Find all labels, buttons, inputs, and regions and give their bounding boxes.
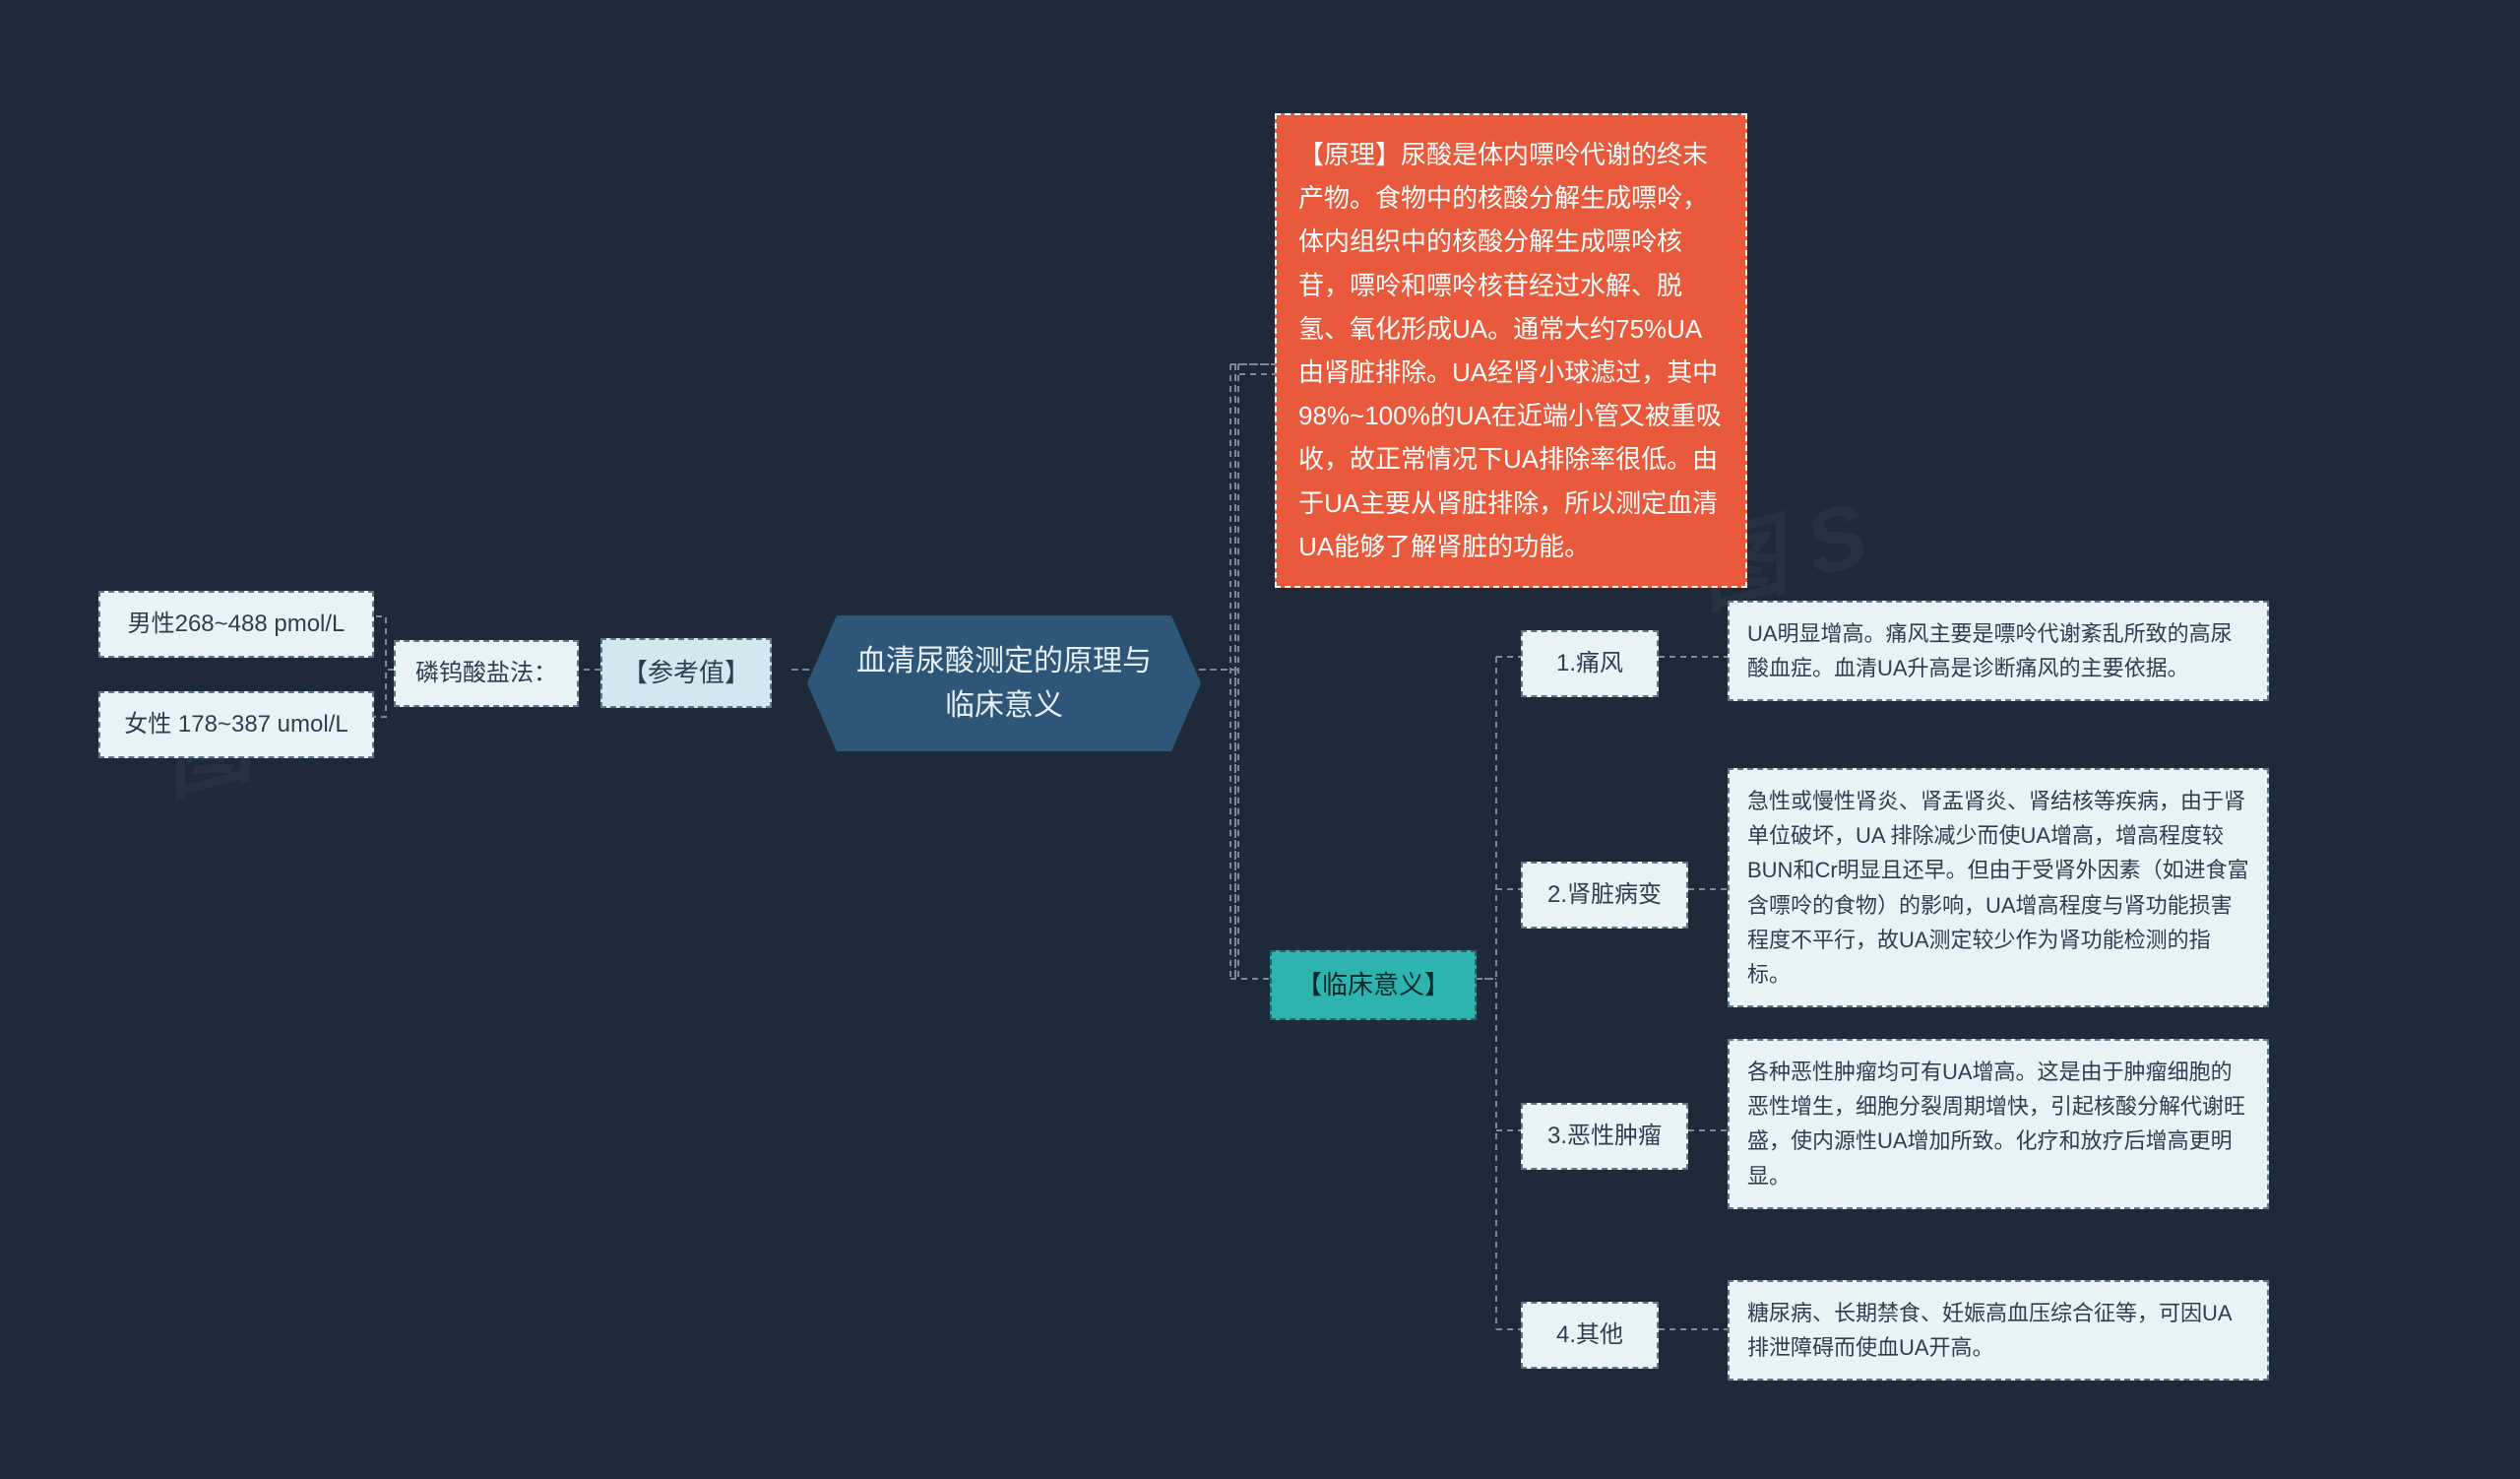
principle-node[interactable]: 【原理】尿酸是体内嘌呤代谢的终末产物。食物中的核酸分解生成嘌呤，体内组织中的核酸… bbox=[1275, 113, 1747, 588]
root-node[interactable]: 血清尿酸测定的原理与临床意义 bbox=[807, 615, 1201, 751]
principle-text: 【原理】尿酸是体内嘌呤代谢的终末产物。食物中的核酸分解生成嘌呤，体内组织中的核酸… bbox=[1298, 140, 1722, 561]
clinical-item-4-label: 4.其他 bbox=[1556, 1321, 1623, 1348]
clinical-item-2[interactable]: 2.肾脏病变 bbox=[1521, 862, 1688, 929]
reference-label: 【参考值】 bbox=[622, 658, 750, 687]
value-female-node[interactable]: 女性 178~387 umol/L bbox=[98, 691, 374, 758]
clinical-item-4[interactable]: 4.其他 bbox=[1521, 1302, 1659, 1369]
clinical-node[interactable]: 【临床意义】 bbox=[1270, 950, 1477, 1020]
connectors-layer bbox=[0, 0, 2520, 1479]
value-male-node[interactable]: 男性268~488 pmol/L bbox=[98, 591, 374, 658]
clinical-detail-2-text: 急性或慢性肾炎、肾盂肾炎、肾结核等疾病，由于肾单位破坏，UA 排除减少而使UA增… bbox=[1747, 789, 2249, 987]
method-node[interactable]: 磷钨酸盐法： bbox=[394, 640, 579, 707]
reference-node[interactable]: 【参考值】 bbox=[600, 638, 772, 708]
connector-svg bbox=[0, 0, 2520, 1479]
clinical-detail-4-text: 糖尿病、长期禁食、妊娠高血压综合征等，可因UA排泄障碍而使血UA开高。 bbox=[1747, 1301, 2233, 1360]
root-title: 血清尿酸测定的原理与临床意义 bbox=[856, 645, 1152, 722]
clinical-detail-3[interactable]: 各种恶性肿瘤均可有UA增高。这是由于肿瘤细胞的恶性增生，细胞分裂周期增快，引起核… bbox=[1728, 1039, 2269, 1209]
clinical-detail-1[interactable]: UA明显增高。痛风主要是嘌呤代谢紊乱所致的高尿酸血症。血清UA升高是诊断痛风的主… bbox=[1728, 601, 2269, 701]
value-female-label: 女性 178~387 umol/L bbox=[124, 711, 347, 738]
method-label: 磷钨酸盐法： bbox=[415, 660, 557, 686]
clinical-detail-1-text: UA明显增高。痛风主要是嘌呤代谢紊乱所致的高尿酸血症。血清UA升高是诊断痛风的主… bbox=[1747, 621, 2233, 680]
clinical-detail-3-text: 各种恶性肿瘤均可有UA增高。这是由于肿瘤细胞的恶性增生，细胞分裂周期增快，引起核… bbox=[1747, 1060, 2245, 1189]
clinical-item-1[interactable]: 1.痛风 bbox=[1521, 630, 1659, 697]
clinical-item-1-label: 1.痛风 bbox=[1556, 650, 1623, 676]
clinical-detail-4[interactable]: 糖尿病、长期禁食、妊娠高血压综合征等，可因UA排泄障碍而使血UA开高。 bbox=[1728, 1280, 2269, 1381]
clinical-item-3-label: 3.恶性肿瘤 bbox=[1547, 1123, 1662, 1149]
clinical-item-3[interactable]: 3.恶性肿瘤 bbox=[1521, 1103, 1688, 1170]
clinical-label: 【临床意义】 bbox=[1296, 970, 1450, 999]
clinical-item-2-label: 2.肾脏病变 bbox=[1547, 881, 1662, 908]
connectors bbox=[0, 0, 2520, 1479]
clinical-detail-2[interactable]: 急性或慢性肾炎、肾盂肾炎、肾结核等疾病，由于肾单位破坏，UA 排除减少而使UA增… bbox=[1728, 768, 2269, 1007]
value-male-label: 男性268~488 pmol/L bbox=[128, 611, 346, 637]
